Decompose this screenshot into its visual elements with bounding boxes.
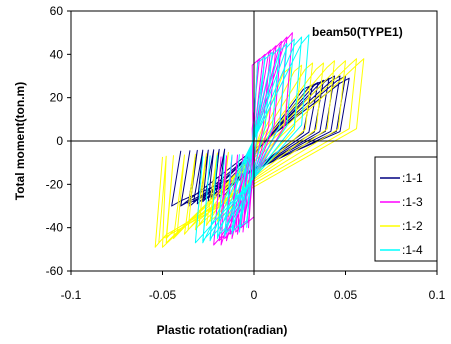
- x-tick-labels: -0.1 -0.05 0 0.05 0.1: [61, 271, 446, 302]
- y-tick-label: -40: [46, 221, 64, 235]
- series-line-3: [194, 34, 310, 244]
- y-tick-label: 20: [50, 91, 64, 105]
- y-tick-label: 60: [50, 4, 64, 18]
- x-tick-label: 0.1: [429, 288, 446, 302]
- series-line-1: [213, 32, 293, 246]
- legend-label-0: :1-1: [402, 171, 423, 185]
- x-tick-label: -0.05: [149, 288, 177, 302]
- y-tick-label: -20: [46, 177, 64, 191]
- legend-label-3: :1-4: [402, 243, 423, 257]
- series-line-2: [154, 58, 365, 248]
- legend-label-1: :1-3: [402, 195, 423, 209]
- x-tick-label: 0.05: [334, 288, 358, 302]
- y-tick-label: -60: [46, 264, 64, 278]
- legend-label-2: :1-2: [402, 219, 423, 233]
- x-axis-title: Plastic rotation(radian): [157, 323, 288, 337]
- y-tick-label: 0: [56, 134, 63, 148]
- y-tick-labels: 60 40 20 0 -20 -40 -60: [46, 4, 71, 278]
- x-tick-label: 0: [251, 288, 258, 302]
- y-tick-label: 40: [50, 47, 64, 61]
- y-axis-title: Total moment(ton.m): [13, 82, 27, 200]
- series-layer: [154, 32, 365, 248]
- legend: :1-1 :1-3 :1-2 :1-4: [374, 156, 438, 262]
- chart-title: beam50(TYPE1): [312, 25, 403, 39]
- legend-box: [374, 156, 438, 262]
- x-tick-label: -0.1: [61, 288, 82, 302]
